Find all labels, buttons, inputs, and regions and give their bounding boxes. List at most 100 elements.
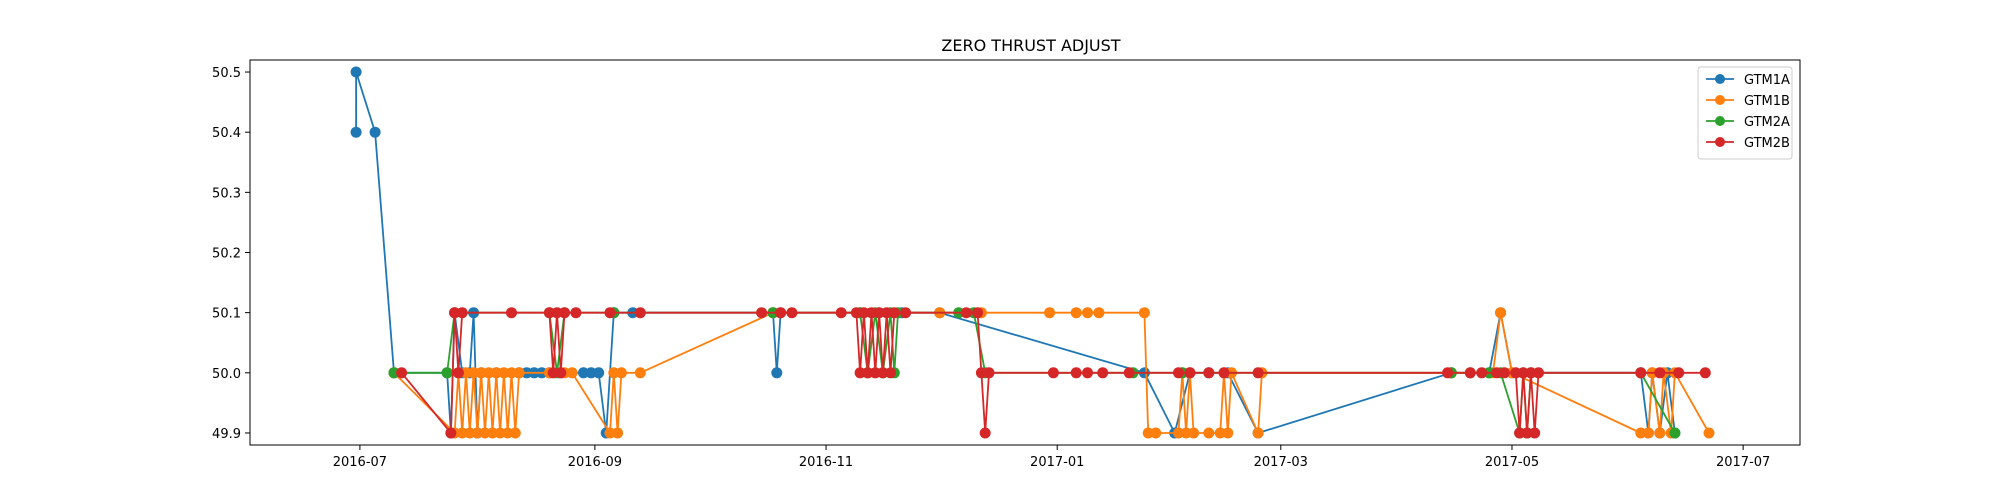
chart-title: ZERO THRUST ADJUST [941, 36, 1120, 55]
data-point [1150, 427, 1162, 439]
legend-label: GTM2B [1744, 136, 1790, 151]
data-point [1093, 307, 1105, 319]
legend-item-gtm2a: GTM2A [1706, 115, 1790, 130]
data-point [1654, 427, 1666, 439]
y-tick-label: 50.0 [212, 367, 241, 382]
data-point [1442, 367, 1454, 379]
data-point [1464, 367, 1476, 379]
data-point [585, 367, 597, 379]
data-point [1491, 367, 1503, 379]
legend-item-gtm1a: GTM1A [1706, 73, 1790, 88]
data-point [1525, 367, 1537, 379]
data-point [1203, 367, 1215, 379]
data-point [612, 427, 624, 439]
data-point [449, 307, 461, 319]
y-tick-label: 50.4 [212, 126, 241, 141]
data-point [350, 126, 362, 138]
data-point [873, 307, 885, 319]
data-point [502, 427, 514, 439]
x-tick-label: 2017-03 [1254, 455, 1308, 470]
data-point [578, 367, 589, 379]
data-point [775, 307, 787, 319]
data-point [475, 367, 487, 379]
data-point [593, 367, 605, 379]
legend-item-gtm2b: GTM2B [1706, 136, 1790, 151]
data-point [456, 307, 468, 319]
data-point [1173, 427, 1184, 439]
data-point [771, 367, 783, 379]
data-point [869, 367, 881, 379]
data-point [1070, 307, 1082, 319]
x-tick-label: 2016-11 [799, 455, 853, 470]
data-point [547, 367, 559, 379]
data-point [464, 427, 476, 439]
data-point [1070, 367, 1082, 379]
data-point [888, 307, 900, 319]
legend-marker [1715, 137, 1725, 147]
y-axis: 49.9 50.0 50.1 50.2 50.3 50.4 50.5 [212, 66, 250, 442]
data-point [471, 427, 483, 439]
data-point [1123, 367, 1135, 379]
data-point [441, 367, 453, 379]
legend-marker [1715, 74, 1725, 84]
data-point [1495, 307, 1507, 319]
y-tick-label: 50.1 [212, 307, 241, 322]
data-point [1521, 427, 1533, 439]
data-point [1222, 427, 1234, 439]
data-point [1082, 307, 1093, 319]
data-point [566, 367, 578, 379]
data-point [1517, 367, 1529, 379]
data-point [468, 367, 480, 379]
data-point [555, 367, 567, 379]
data-point [1252, 367, 1264, 379]
plot-area [249, 59, 1801, 446]
data-point [1203, 427, 1215, 439]
data-point [543, 307, 555, 319]
data-point [487, 427, 498, 439]
data-point [460, 367, 472, 379]
data-point [445, 427, 457, 439]
data-point [513, 367, 525, 379]
data-point [608, 367, 620, 379]
data-point [1044, 307, 1056, 319]
y-tick-label: 49.9 [212, 427, 241, 442]
data-point [1703, 427, 1715, 439]
legend-marker [1715, 116, 1725, 126]
data-point [506, 367, 517, 379]
data-point [877, 367, 889, 379]
data-point [881, 307, 893, 319]
x-tick-label: 2017-05 [1485, 455, 1539, 470]
data-point [854, 367, 866, 379]
data-point [1047, 367, 1059, 379]
data-point [960, 307, 972, 319]
data-point [498, 367, 510, 379]
x-tick-label: 2017-01 [1030, 455, 1084, 470]
data-point [452, 367, 464, 379]
data-point [506, 307, 517, 319]
data-point [862, 367, 874, 379]
data-point [369, 126, 381, 138]
legend-label: GTM1A [1744, 73, 1790, 88]
data-point [1529, 427, 1541, 439]
data-point [885, 367, 896, 379]
series-gtm2b [396, 307, 1711, 439]
legend-box [1697, 66, 1793, 160]
legend-item-gtm1b: GTM1B [1706, 94, 1790, 109]
data-point [900, 307, 912, 319]
y-tick-label: 50.2 [212, 247, 241, 262]
data-point [975, 367, 987, 379]
data-point [1669, 427, 1681, 439]
data-point [388, 367, 400, 379]
data-point [559, 307, 570, 319]
data-point [1699, 367, 1711, 379]
data-point [1214, 427, 1226, 439]
legend: GTM1A GTM1B GTM2A GTM2B [1697, 66, 1793, 160]
data-point [756, 307, 768, 319]
data-point [858, 307, 870, 319]
data-point [972, 307, 984, 319]
data-point [1188, 427, 1200, 439]
legend-label: GTM2A [1744, 115, 1790, 130]
data-point [350, 66, 362, 78]
data-point [866, 307, 877, 319]
